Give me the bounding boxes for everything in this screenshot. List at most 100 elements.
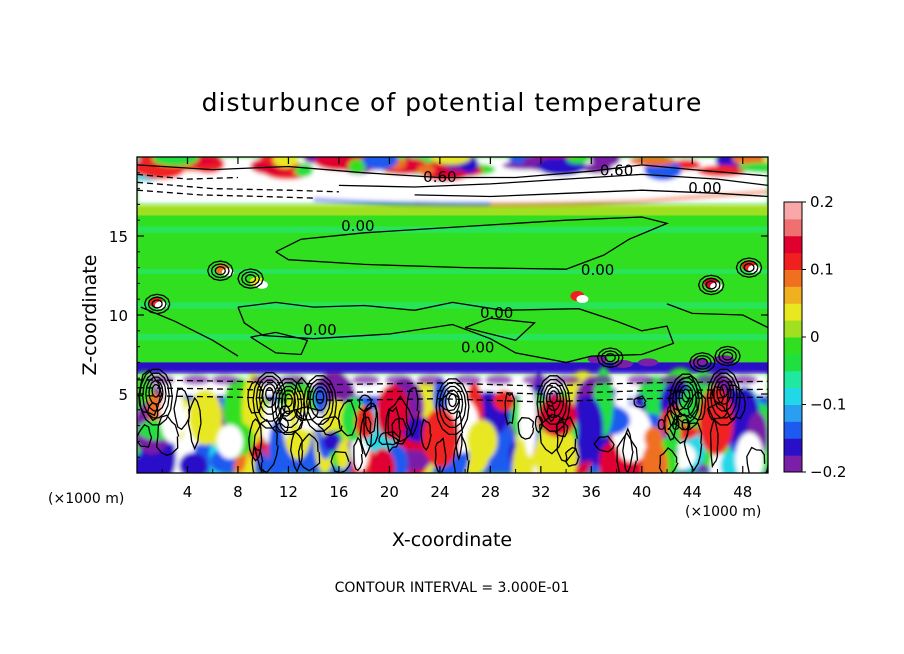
- x-tick-label: 20: [380, 483, 399, 501]
- contour-label: 0.00: [341, 217, 374, 235]
- contour-line: [735, 257, 763, 278]
- contour-line: [148, 380, 164, 405]
- contour-line: [555, 416, 578, 463]
- contour-line: [692, 354, 712, 370]
- contour-line: [210, 263, 230, 279]
- contour-line: [306, 378, 334, 425]
- contour-line: [534, 415, 543, 434]
- contour-line: [142, 372, 170, 419]
- lower-purple-cell: [585, 374, 614, 385]
- contour-line: [214, 266, 226, 276]
- contour-line: [414, 189, 768, 198]
- contour-line: [743, 262, 755, 273]
- upper-cell: [293, 163, 314, 178]
- contour-line: [633, 395, 647, 408]
- colorbar-swatch: [784, 337, 802, 355]
- contour-line: [137, 164, 768, 179]
- x-tick-label: 40: [632, 483, 651, 501]
- contour-line: [284, 393, 293, 408]
- mid-dark-cell: [638, 358, 659, 367]
- contour-line: [464, 317, 536, 342]
- contour-line: [696, 357, 709, 368]
- contour-label: 0.60: [423, 168, 456, 186]
- contour-line: [143, 293, 171, 315]
- contour-line: [138, 369, 163, 417]
- field-band: [137, 204, 768, 216]
- contour-line: [672, 377, 700, 424]
- contour-line: [542, 382, 565, 418]
- contour-line: [261, 383, 278, 408]
- contour-line: [714, 345, 741, 367]
- contour-line: [258, 379, 281, 415]
- contour-interval-note: CONTOUR INTERVAL = 3.000E-01: [335, 580, 570, 596]
- contour-line: [359, 416, 373, 458]
- contour-line: [452, 432, 470, 473]
- contour-line: [539, 378, 568, 425]
- contour-line: [137, 379, 768, 387]
- contour-line: [504, 391, 515, 426]
- contour-line: [448, 393, 457, 408]
- contour-line: [358, 394, 372, 413]
- y-tick-label: 5: [118, 386, 128, 404]
- y-tick-label: 15: [109, 228, 128, 246]
- contour-line: [137, 173, 239, 180]
- contour-line: [596, 347, 624, 368]
- upper-cell: [362, 157, 398, 171]
- contour-line: [244, 274, 257, 284]
- contour-line: [137, 181, 339, 193]
- colorbar-tick-label: 0.1: [810, 261, 834, 279]
- upper-cell: [629, 157, 677, 166]
- lower-cell: [599, 442, 621, 473]
- contour-line: [604, 353, 616, 363]
- lower-cell: [268, 420, 286, 473]
- contour-line: [697, 274, 725, 296]
- colorbar-tick-label: 0.2: [810, 193, 834, 211]
- contour-line: [689, 352, 716, 373]
- lower-cell: [216, 424, 244, 459]
- x-tick-label: 16: [329, 483, 348, 501]
- contour-line: [739, 260, 759, 276]
- contour-label: 0.00: [480, 304, 513, 322]
- lower-cell: [188, 389, 223, 445]
- lower-cell: [466, 419, 498, 462]
- y-axis-label: Z-coordinate: [79, 255, 101, 376]
- x-axis-label: X-coordinate: [392, 529, 512, 551]
- contour-line: [658, 447, 679, 473]
- contour-label: 0.00: [303, 321, 336, 339]
- contour-line: [147, 296, 167, 312]
- x-tick-label: 28: [481, 483, 500, 501]
- contour-line: [137, 189, 314, 199]
- contour-line: [438, 382, 467, 429]
- lower-cell: [641, 441, 668, 473]
- contour-line: [678, 384, 694, 410]
- contour-line: [593, 435, 615, 453]
- colorbar-swatch: [784, 235, 802, 254]
- contour-line: [564, 446, 580, 468]
- colorbar-swatch: [784, 286, 802, 304]
- upper-cell: [152, 157, 199, 167]
- contour-line: [378, 431, 401, 446]
- lower-cell: [735, 432, 764, 473]
- contour-line: [138, 368, 173, 426]
- field-band-light: [137, 333, 768, 341]
- x-tick-label: 8: [233, 483, 243, 501]
- contour-line: [681, 388, 691, 403]
- lower-cell: [720, 451, 741, 473]
- colorbar-swatch: [784, 269, 802, 287]
- contour-line: [362, 404, 379, 448]
- upper-cell: [273, 157, 299, 168]
- contour-line: [600, 350, 620, 366]
- contour-layer: [137, 164, 768, 473]
- contour-line: [255, 375, 284, 422]
- mid-cell: [255, 280, 268, 289]
- contour-line: [302, 375, 338, 432]
- contour-line: [663, 408, 678, 441]
- lower-purple-cell: [211, 374, 240, 385]
- contour-line: [252, 371, 287, 429]
- contour-line: [420, 418, 432, 451]
- y-axis: 5 10 15: [109, 172, 768, 458]
- colorbar-swatch: [784, 387, 802, 405]
- colorbar-swatch: [784, 353, 802, 372]
- contour-line: [315, 390, 325, 404]
- contour-line: [517, 417, 535, 440]
